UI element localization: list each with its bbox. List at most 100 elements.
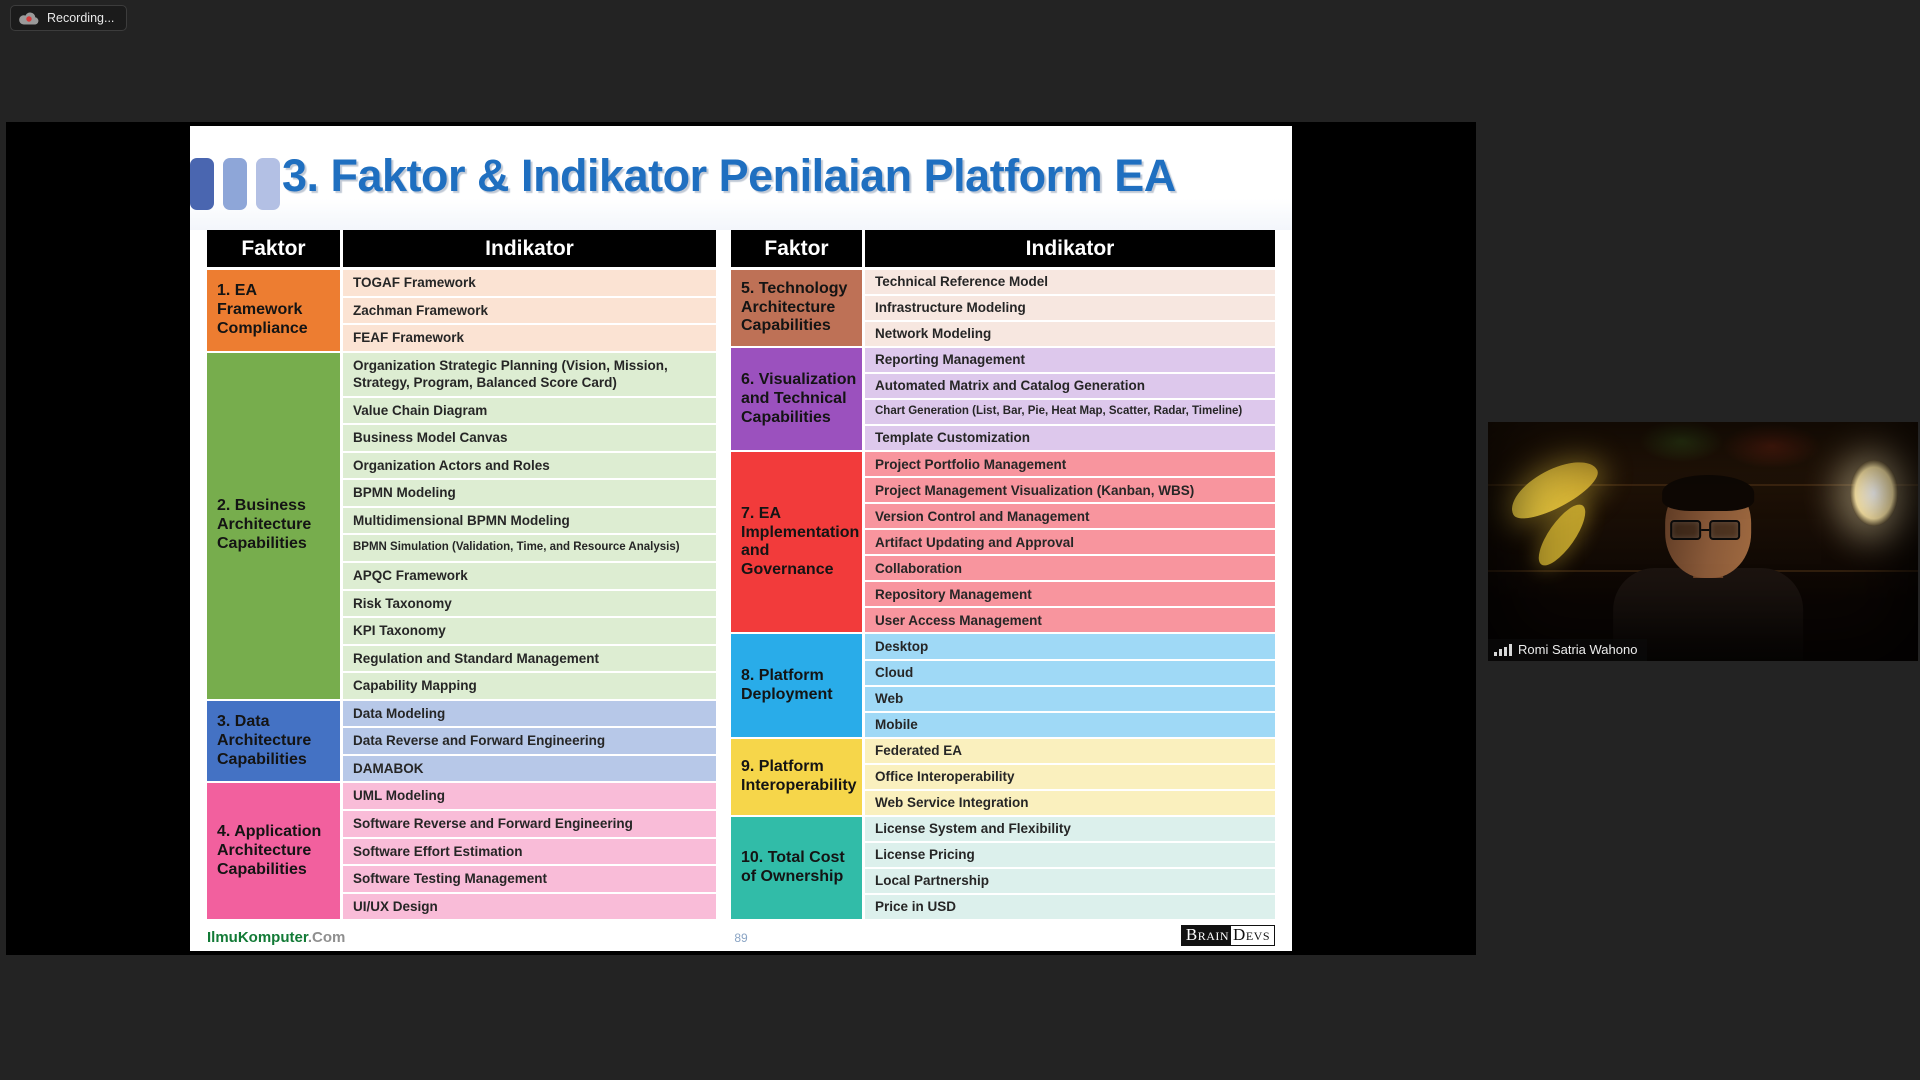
indicator-cell: User Access Management	[865, 608, 1275, 635]
table-row: Project Management Visualization (Kanban…	[731, 478, 1275, 505]
faktor-indikator-table-left: Faktor Indikator 1. EA Framework Complianc…	[207, 230, 716, 922]
indicator-cell: Automated Matrix and Catalog Generation	[865, 374, 1275, 401]
table-row: Web Service Integration	[731, 790, 1275, 817]
indicator-cell: TOGAF Framework	[343, 270, 716, 298]
indicator-cell: Organization Actors and Roles	[343, 452, 716, 481]
table-row: Network Modeling	[731, 322, 1275, 349]
factor-cell: 2. Business Architecture Capabilities	[207, 352, 343, 701]
recording-cloud-icon	[19, 11, 39, 25]
slide-footer: IlmuKomputer.Com 89 Brain Devs	[207, 924, 1275, 948]
factor-cell: 5. Technology Architecture Capabilities	[731, 270, 865, 349]
table-row: Software Effort Estimation	[207, 838, 716, 867]
table-row: Business Model Canvas	[207, 425, 716, 453]
factor-cell: 6. Visualization and Technical Capabilit…	[731, 348, 865, 453]
indicator-cell: Software Testing Management	[343, 866, 716, 894]
ilmukomputer-logo-text: IlmuKomputer	[207, 929, 308, 946]
glasses-bridge	[1701, 529, 1710, 531]
indicator-cell: Web	[865, 686, 1275, 713]
indicator-cell: Data Modeling	[343, 700, 716, 729]
table-row: 10. Total Cost of Ownership License Syste…	[731, 816, 1275, 922]
participant-name-tag: Romi Satria Wahono	[1488, 639, 1648, 661]
table-row: Regulation and Standard Management	[207, 645, 716, 674]
table-row: Zachman Framework	[207, 297, 716, 326]
table-row: Organization Actors and Roles	[207, 452, 716, 481]
table-row: Data Reverse and Forward Engineering	[207, 728, 716, 756]
table-row: UI/UX Design	[207, 893, 716, 922]
ilmukomputer-logo-suffix: .Com	[307, 929, 346, 946]
participant-video[interactable]: Romi Satria Wahono	[1488, 422, 1918, 661]
slide-title-bar: 3. Faktor & Indikator Penilaian Platform…	[190, 126, 1292, 230]
table-row: Office Interoperability	[731, 764, 1275, 791]
indicator-cell: Network Modeling	[865, 322, 1275, 349]
table-row: License Pricing	[731, 842, 1275, 869]
indicator-cell: Project Management Visualization (Kanban…	[865, 478, 1275, 505]
recording-indicator[interactable]: Recording...	[10, 5, 128, 31]
indicator-cell: Organization Strategic Planning (Vision,…	[343, 352, 716, 398]
screen-share-area: 3. Faktor & Indikator Penilaian Platform…	[6, 122, 1476, 955]
table-row: Version Control and Management	[731, 504, 1275, 531]
indicator-cell: Technical Reference Model	[865, 270, 1275, 297]
indicator-cell: Version Control and Management	[865, 504, 1275, 531]
indicator-cell: Repository Management	[865, 582, 1275, 609]
indicator-cell: Zachman Framework	[343, 297, 716, 326]
indicator-cell: Reporting Management	[865, 348, 1275, 375]
ilmukomputer-logo: IlmuKomputer.Com	[207, 929, 345, 946]
indicator-cell: Price in USD	[865, 894, 1275, 922]
indicator-cell: KPI Taxonomy	[343, 618, 716, 646]
person-head	[1662, 475, 1755, 578]
column-header-indikator: Indikator	[343, 230, 716, 270]
indicator-cell: Data Reverse and Forward Engineering	[343, 728, 716, 756]
indicator-cell: UML Modeling	[343, 783, 716, 811]
indicator-cell: Local Partnership	[865, 868, 1275, 895]
table-row: Automated Matrix and Catalog Generation	[731, 374, 1275, 401]
table-row: 8. Platform Deployment Desktop	[731, 634, 1275, 739]
table-row: 3. Data Architecture Capabilities Data Mo…	[207, 700, 716, 784]
table-row: 2. Business Architecture Capabilities Org…	[207, 352, 716, 701]
table-row: Web	[731, 686, 1275, 713]
title-bullet-icon	[256, 158, 280, 210]
table-row: 5. Technology Architecture Capabilities T…	[731, 270, 1275, 349]
indicator-cell: Project Portfolio Management	[865, 452, 1275, 479]
lamp-glow-right	[1850, 460, 1898, 526]
table-row: Software Reverse and Forward Engineering	[207, 810, 716, 839]
table-row: Chart Generation (List, Bar, Pie, Heat M…	[731, 400, 1275, 427]
indicator-cell: Chart Generation (List, Bar, Pie, Heat M…	[865, 400, 1275, 427]
glasses-icon	[1670, 520, 1741, 540]
table-row: 6. Visualization and Technical Capabilit…	[731, 348, 1275, 453]
indicator-cell: Artifact Updating and Approval	[865, 530, 1275, 557]
participant-name: Romi Satria Wahono	[1518, 642, 1638, 657]
indicator-cell: Multidimensional BPMN Modeling	[343, 507, 716, 536]
factor-cell: 9. Platform Interoperability	[731, 738, 865, 817]
slide-title: 3. Faktor & Indikator Penilaian Platform…	[282, 150, 1176, 201]
indicator-cell: FEAF Framework	[343, 325, 716, 353]
table-row: Artifact Updating and Approval	[731, 530, 1275, 557]
title-bullet-icon	[190, 158, 214, 210]
indicator-cell: Value Chain Diagram	[343, 397, 716, 426]
factor-indicator-tables: Faktor Indikator 1. EA Framework Complianc…	[207, 230, 1275, 922]
table-row: 1. EA Framework Compliance TOGAF Framewor…	[207, 270, 716, 353]
faktor-indikator-table-right: Faktor Indikator 5. Technology Architectur…	[731, 230, 1275, 922]
title-bullet-decoration	[190, 158, 280, 210]
glasses-lens	[1709, 520, 1741, 540]
table-row: Capability Mapping	[207, 673, 716, 701]
factor-cell: 1. EA Framework Compliance	[207, 270, 343, 353]
indicator-cell: Regulation and Standard Management	[343, 645, 716, 674]
indicator-cell: Cloud	[865, 660, 1275, 687]
braindevs-logo: Brain Devs	[1180, 925, 1275, 946]
indicator-cell: License Pricing	[865, 842, 1275, 869]
braindevs-logo-right: Devs	[1231, 926, 1274, 945]
presentation-slide: 3. Faktor & Indikator Penilaian Platform…	[190, 126, 1292, 951]
table-row: BPMN Modeling	[207, 480, 716, 508]
table-row: DAMABOK	[207, 755, 716, 784]
table-row: Multidimensional BPMN Modeling	[207, 507, 716, 536]
indicator-cell: Mobile	[865, 712, 1275, 739]
table-row: Local Partnership	[731, 868, 1275, 895]
indicator-cell: Federated EA	[865, 738, 1275, 765]
table-row: Value Chain Diagram	[207, 397, 716, 426]
table-row: User Access Management	[731, 608, 1275, 635]
indicator-cell: Business Model Canvas	[343, 425, 716, 453]
recording-label: Recording...	[47, 11, 115, 25]
indicator-cell: Office Interoperability	[865, 764, 1275, 791]
table-row: Repository Management	[731, 582, 1275, 609]
